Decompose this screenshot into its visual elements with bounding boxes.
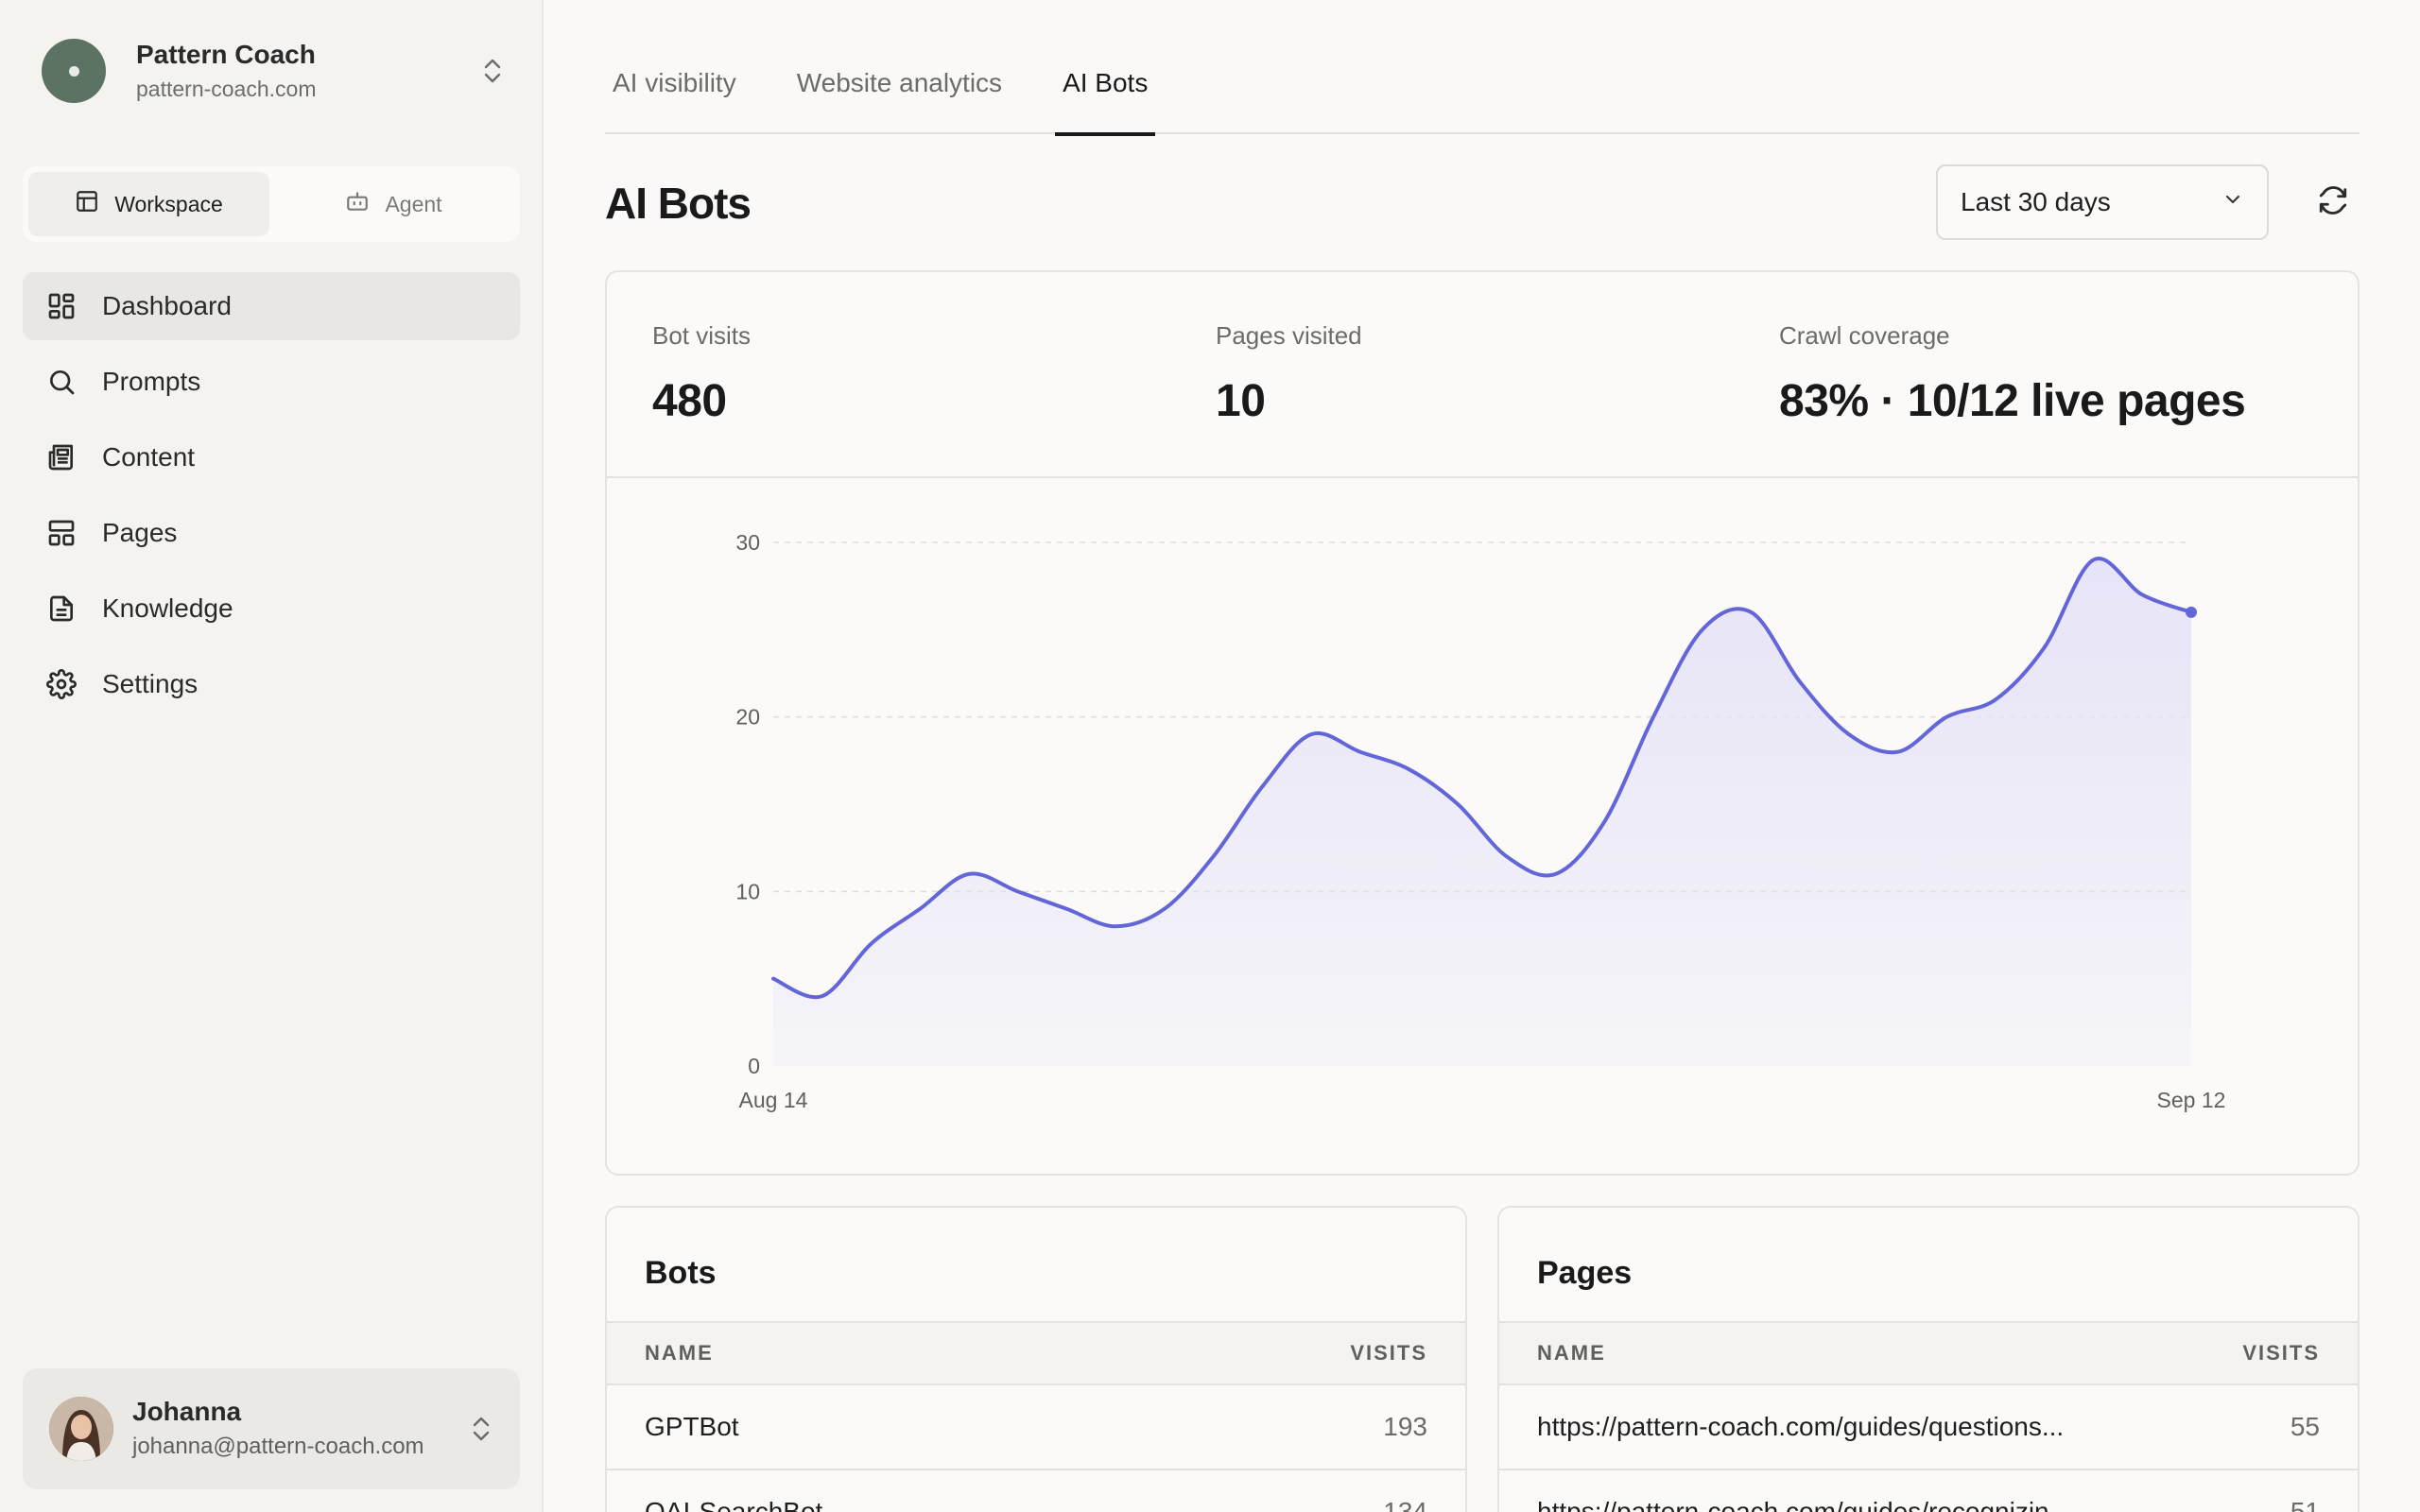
refresh-icon — [2317, 184, 2349, 221]
table-row[interactable]: https://pattern-coach.com/guides/recogni… — [1499, 1470, 2358, 1512]
sidebar-item-label: Knowledge — [102, 593, 233, 623]
pages-table-body: https://pattern-coach.com/guides/questio… — [1499, 1385, 2358, 1512]
table-row[interactable]: OAI-SearchBot 134 — [607, 1470, 1465, 1512]
pages-table-card: Pages NAME VISITS https://pattern-coach.… — [1497, 1206, 2360, 1512]
tab-website-analytics[interactable]: Website analytics — [796, 68, 1003, 97]
pages-table-title: Pages — [1537, 1255, 1633, 1291]
user-email: johanna@pattern-coach.com — [132, 1434, 424, 1459]
column-header-name[interactable]: NAME — [645, 1341, 714, 1365]
layout-icon — [75, 189, 99, 219]
file-text-icon — [45, 593, 78, 625]
sidebar-item-knowledge[interactable]: Knowledge — [23, 575, 520, 643]
gear-icon — [45, 668, 78, 700]
sidebar-item-pages[interactable]: Pages — [23, 499, 520, 567]
stat-value: 10 — [1216, 376, 1266, 426]
bots-table-body: GPTBot 193 OAI-SearchBot 134 — [607, 1385, 1465, 1512]
chevron-up-down-icon — [469, 1412, 493, 1446]
series-area — [773, 558, 2191, 1066]
mode-switch: Workspace Agent — [23, 166, 520, 242]
agent-mode-button[interactable]: Agent — [273, 172, 514, 236]
workspace-domain: pattern-coach.com — [136, 77, 317, 101]
pages-table-header: NAME VISITS — [1499, 1321, 2358, 1385]
bots-table-header: NAME VISITS — [607, 1321, 1465, 1385]
date-range-select[interactable]: Last 30 days — [1936, 164, 2269, 240]
chevron-up-down-icon — [480, 54, 505, 88]
y-tick-label: 10 — [735, 879, 760, 903]
avatar — [49, 1397, 113, 1461]
tab-bar: AI visibility Website analytics AI Bots — [605, 57, 2360, 136]
column-header-name[interactable]: NAME — [1537, 1341, 1606, 1365]
bot-visits-chart: 0 10 20 30 Aug 14 Sep 12 — [607, 480, 2358, 1174]
sidebar-item-settings[interactable]: Settings — [23, 650, 520, 718]
sidebar-item-dashboard[interactable]: Dashboard — [23, 272, 520, 340]
dashboard-icon — [45, 290, 78, 322]
bot-stats-card: Bot visits 480 Pages visited 10 Crawl co… — [605, 270, 2360, 1176]
sidebar-item-label: Dashboard — [102, 291, 232, 320]
page-url-cell: https://pattern-coach.com/guides/recogni… — [1537, 1497, 2071, 1512]
sidebar-item-label: Settings — [102, 669, 199, 698]
data-point — [2186, 606, 2197, 618]
chevron-down-icon — [2221, 187, 2244, 217]
bots-table-card: Bots NAME VISITS GPTBot 193 OAI-SearchBo… — [605, 1206, 1467, 1512]
series-line — [771, 557, 2193, 1000]
page-visits-cell: 51 — [2290, 1497, 2320, 1512]
user-name: Johanna — [132, 1397, 242, 1426]
tab-ai-visibility[interactable]: AI visibility — [613, 68, 736, 97]
bots-table-title: Bots — [645, 1255, 717, 1291]
stat-pages-visited: Pages visited 10 — [1216, 321, 1362, 427]
tab-ai-bots[interactable]: AI Bots — [1055, 57, 1156, 136]
stat-label: Crawl coverage — [1779, 321, 1950, 350]
y-tick-label: 20 — [735, 705, 760, 730]
page-visits-cell: 55 — [2290, 1412, 2320, 1441]
stat-value: 480 — [652, 376, 727, 426]
main-content: AI visibility Website analytics AI Bots … — [605, 0, 2360, 1512]
bot-name-cell: OAI-SearchBot — [645, 1497, 823, 1512]
x-tick-label: Sep 12 — [2157, 1088, 2226, 1112]
sidebar-item-content[interactable]: Content — [23, 423, 520, 491]
workspace-mode-button[interactable]: Workspace — [28, 172, 269, 236]
sidebar-item-prompts[interactable]: Prompts — [23, 348, 520, 416]
stat-value: 83% · 10/12 live pages — [1779, 376, 2246, 426]
sidebar-item-label: Content — [102, 442, 196, 472]
x-tick-label: Aug 14 — [739, 1088, 808, 1112]
column-header-visits[interactable]: VISITS — [1350, 1341, 1427, 1365]
bot-name-cell: GPTBot — [645, 1412, 739, 1441]
table-row[interactable]: GPTBot 193 — [607, 1385, 1465, 1470]
bot-visits-cell: 193 — [1383, 1412, 1427, 1441]
stat-label: Bot visits — [652, 321, 752, 350]
page-title: AI Bots — [605, 179, 752, 228]
agent-mode-label: Agent — [385, 191, 442, 216]
column-header-visits[interactable]: VISITS — [2242, 1341, 2320, 1365]
stats-row: Bot visits 480 Pages visited 10 Crawl co… — [607, 272, 2358, 478]
bot-visits-chart-svg: 0 10 20 30 Aug 14 Sep 12 — [735, 530, 2226, 1112]
stat-label: Pages visited — [1216, 321, 1362, 350]
page-url-cell: https://pattern-coach.com/guides/questio… — [1537, 1412, 2065, 1441]
workspace-name: Pattern Coach — [136, 40, 316, 69]
date-range-value: Last 30 days — [1961, 187, 2111, 216]
newspaper-icon — [45, 441, 78, 473]
user-menu[interactable]: Johanna johanna@pattern-coach.com — [23, 1368, 520, 1489]
sidebar: Pattern Coach pattern-coach.com Workspac… — [0, 0, 544, 1512]
sidebar-item-label: Pages — [102, 518, 178, 547]
y-tick-label: 0 — [748, 1054, 760, 1078]
y-tick-label: 30 — [735, 530, 760, 555]
sidebar-item-label: Prompts — [102, 367, 201, 396]
workspace-switcher[interactable]: Pattern Coach pattern-coach.com — [42, 38, 505, 104]
search-icon — [45, 366, 78, 398]
table-row[interactable]: https://pattern-coach.com/guides/questio… — [1499, 1385, 2358, 1470]
layout-icon — [45, 517, 78, 549]
stat-bot-visits: Bot visits 480 — [652, 321, 751, 427]
workspace-mode-label: Workspace — [114, 191, 223, 216]
sidebar-nav: Dashboard Prompts Content Pages Knowledg… — [23, 272, 520, 726]
bot-icon — [345, 189, 370, 219]
stat-crawl-coverage: Crawl coverage 83% · 10/12 live pages — [1779, 321, 2246, 427]
bot-visits-cell: 134 — [1383, 1497, 1427, 1512]
refresh-button[interactable] — [2308, 178, 2358, 227]
workspace-logo — [42, 39, 106, 103]
